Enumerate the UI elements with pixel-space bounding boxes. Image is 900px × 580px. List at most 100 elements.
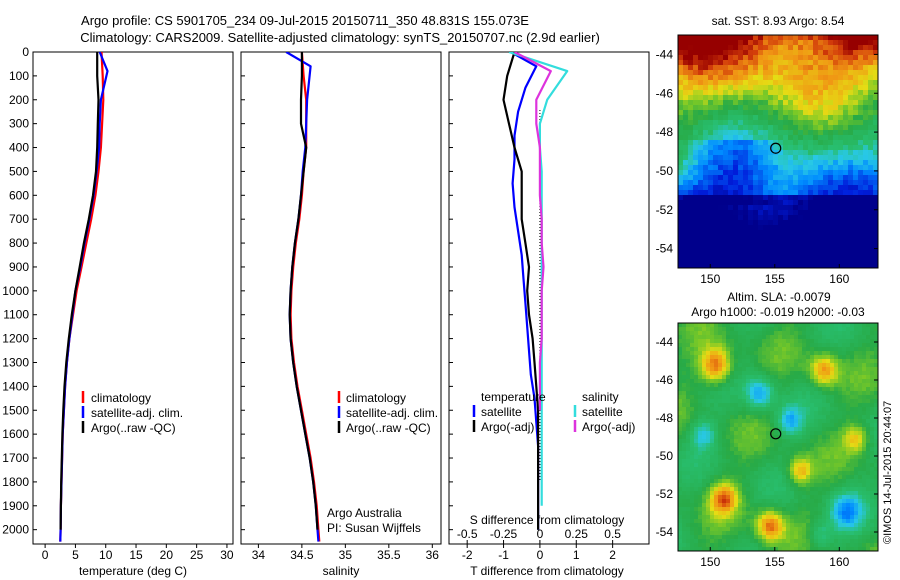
- sla-cell: [770, 475, 775, 480]
- sst-cell: [688, 130, 694, 136]
- sla-cell: [710, 347, 715, 352]
- sst-cell: [843, 45, 849, 51]
- sla-cell: [698, 363, 703, 368]
- sst-cell: [868, 205, 874, 211]
- sla-cell: [686, 451, 691, 456]
- sla-cell: [686, 339, 691, 344]
- sst-cell: [858, 225, 864, 231]
- sla-cell: [786, 535, 791, 540]
- sla-cell: [702, 511, 707, 516]
- sst-cell: [833, 115, 839, 121]
- sst-cell: [698, 120, 704, 126]
- sla-cell: [690, 351, 695, 356]
- sla-cell: [698, 351, 703, 356]
- sla-cell: [834, 407, 839, 412]
- sla-cell: [742, 359, 747, 364]
- sla-cell: [758, 411, 763, 416]
- sla-cell: [814, 411, 819, 416]
- series-line-argo-raw-qc-: [288, 52, 319, 530]
- sla-cell: [790, 411, 795, 416]
- sla-cell: [818, 379, 823, 384]
- sla-cell: [850, 379, 855, 384]
- sla-cell: [702, 439, 707, 444]
- sst-cell: [753, 45, 759, 51]
- sst-cell: [778, 245, 784, 251]
- sst-cell: [763, 235, 769, 241]
- sla-cell: [830, 491, 835, 496]
- sla-cell: [690, 439, 695, 444]
- sla-cell: [798, 451, 803, 456]
- sst-cell: [853, 175, 859, 181]
- sst-cell: [778, 220, 784, 226]
- sla-cell: [842, 359, 847, 364]
- sla-cell: [706, 355, 711, 360]
- sst-cell: [683, 170, 689, 176]
- sst-cell: [863, 55, 869, 61]
- sst-cell: [698, 40, 704, 46]
- sst-cell: [743, 120, 749, 126]
- sla-cell: [746, 451, 751, 456]
- sla-cell: [814, 479, 819, 484]
- sla-cell: [698, 359, 703, 364]
- sla-cell: [866, 483, 871, 488]
- sst-cell: [843, 165, 849, 171]
- sla-cell: [726, 463, 731, 468]
- sst-cell: [833, 100, 839, 106]
- sst-cell: [818, 120, 824, 126]
- sla-cell: [766, 387, 771, 392]
- sla-cell: [742, 451, 747, 456]
- sst-cell: [798, 125, 804, 131]
- sla-cell: [838, 515, 843, 520]
- sst-cell: [693, 125, 699, 131]
- sla-cell: [782, 479, 787, 484]
- sst-cell: [793, 185, 799, 191]
- sla-cell: [818, 547, 823, 551]
- sla-cell: [822, 479, 827, 484]
- sla-cell: [778, 347, 783, 352]
- sla-cell: [798, 463, 803, 468]
- sla-cell: [770, 367, 775, 372]
- sla-cell: [766, 483, 771, 488]
- sla-cell: [790, 503, 795, 508]
- sst-cell: [788, 95, 794, 101]
- sla-cell: [754, 383, 759, 388]
- sla-cell: [690, 339, 695, 344]
- sst-cell: [718, 155, 724, 161]
- sst-cell: [863, 160, 869, 166]
- sla-cell: [854, 511, 859, 516]
- sla-cell: [790, 515, 795, 520]
- temperature-xlabel: temperature (deg C): [79, 564, 187, 578]
- sla-cell: [690, 431, 695, 436]
- sst-cell: [718, 60, 724, 66]
- sla-cell: [726, 363, 731, 368]
- sst-cell: [853, 170, 859, 176]
- depth-tick-label: 1400: [2, 379, 29, 393]
- sst-cell: [723, 210, 729, 216]
- sla-cell: [730, 335, 735, 340]
- sst-cell: [703, 210, 709, 216]
- sst-cell: [688, 200, 694, 206]
- sst-cell: [818, 115, 824, 121]
- sst-cell: [728, 90, 734, 96]
- sst-cell: [688, 155, 694, 161]
- sla-cell: [874, 515, 878, 520]
- sla-cell: [814, 487, 819, 492]
- sst-cell: [838, 150, 844, 156]
- sla-cell: [746, 475, 751, 480]
- sst-cell: [713, 80, 719, 86]
- sla-cell: [874, 503, 878, 508]
- sst-cell: [868, 255, 874, 261]
- sla-cell: [722, 507, 727, 512]
- sla-cell: [730, 527, 735, 532]
- sla-cell: [846, 419, 851, 424]
- sla-cell: [730, 543, 735, 548]
- sst-cell: [773, 35, 779, 41]
- sst-cell: [833, 95, 839, 101]
- sla-cell: [682, 507, 687, 512]
- sla-cell: [850, 467, 855, 472]
- sst-cell: [683, 265, 689, 268]
- sst-cell: [733, 265, 739, 268]
- sla-cell: [826, 395, 831, 400]
- sla-cell: [742, 487, 747, 492]
- sst-cell: [868, 125, 874, 131]
